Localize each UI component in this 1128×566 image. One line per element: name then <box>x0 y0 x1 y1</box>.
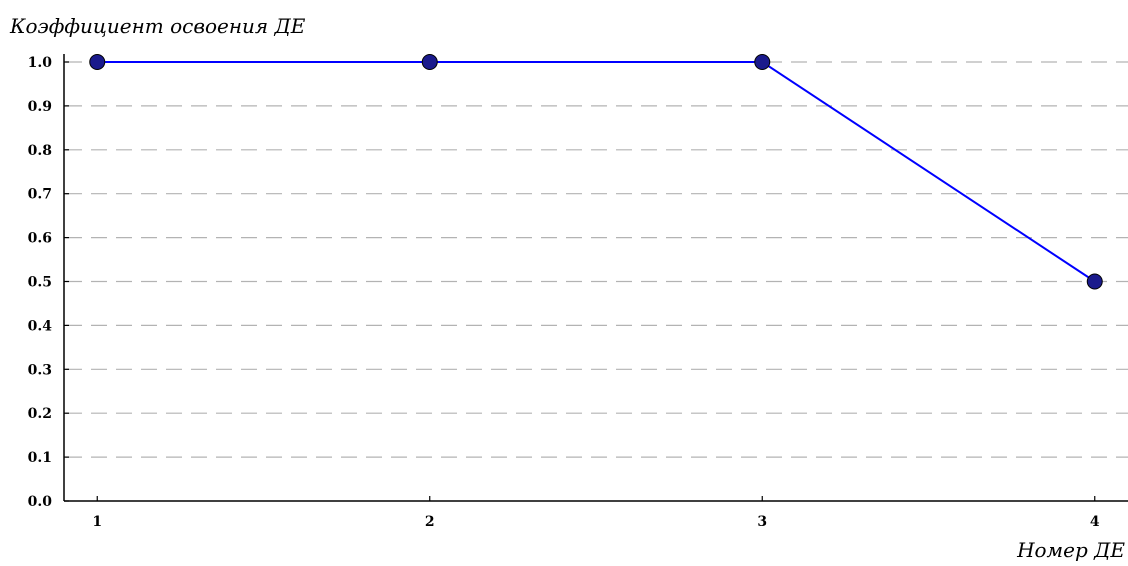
axes <box>63 54 1128 502</box>
x-tick-label: 4 <box>1090 514 1100 530</box>
data-point <box>754 54 771 70</box>
y-tick-label: 0.2 <box>28 406 52 422</box>
series-line <box>97 61 1096 283</box>
data-point <box>421 54 438 70</box>
y-tick-label: 0.1 <box>28 450 52 466</box>
data-point <box>89 54 106 70</box>
y-tick-label: 0.3 <box>28 362 52 378</box>
y-axis-title: Коэффициент освоения ДЕ <box>9 14 306 38</box>
x-ticks: 1 2 3 4 <box>92 496 1100 530</box>
data-point <box>1086 273 1103 290</box>
y-tick-label: 0.6 <box>28 231 52 247</box>
y-ticks: 0.0 0.1 0.2 0.3 0.4 0.5 0.6 0.7 0.8 0.9 1.0 <box>28 55 69 510</box>
y-tick-label: 0.9 <box>28 99 52 115</box>
x-tick-label: 2 <box>425 514 435 530</box>
series-layer <box>89 54 1103 290</box>
x-axis-title: Номер ДЕ <box>1016 538 1125 562</box>
x-tick-label: 3 <box>757 514 767 530</box>
x-tick-label: 1 <box>92 514 102 530</box>
grid-lines <box>66 61 1128 458</box>
y-tick-label: 0.0 <box>28 494 53 510</box>
y-tick-label: 0.4 <box>28 318 53 334</box>
y-tick-label: 1.0 <box>28 55 53 71</box>
y-tick-label: 0.7 <box>28 187 52 203</box>
y-tick-label: 0.8 <box>28 143 52 159</box>
y-tick-label: 0.5 <box>28 275 52 291</box>
